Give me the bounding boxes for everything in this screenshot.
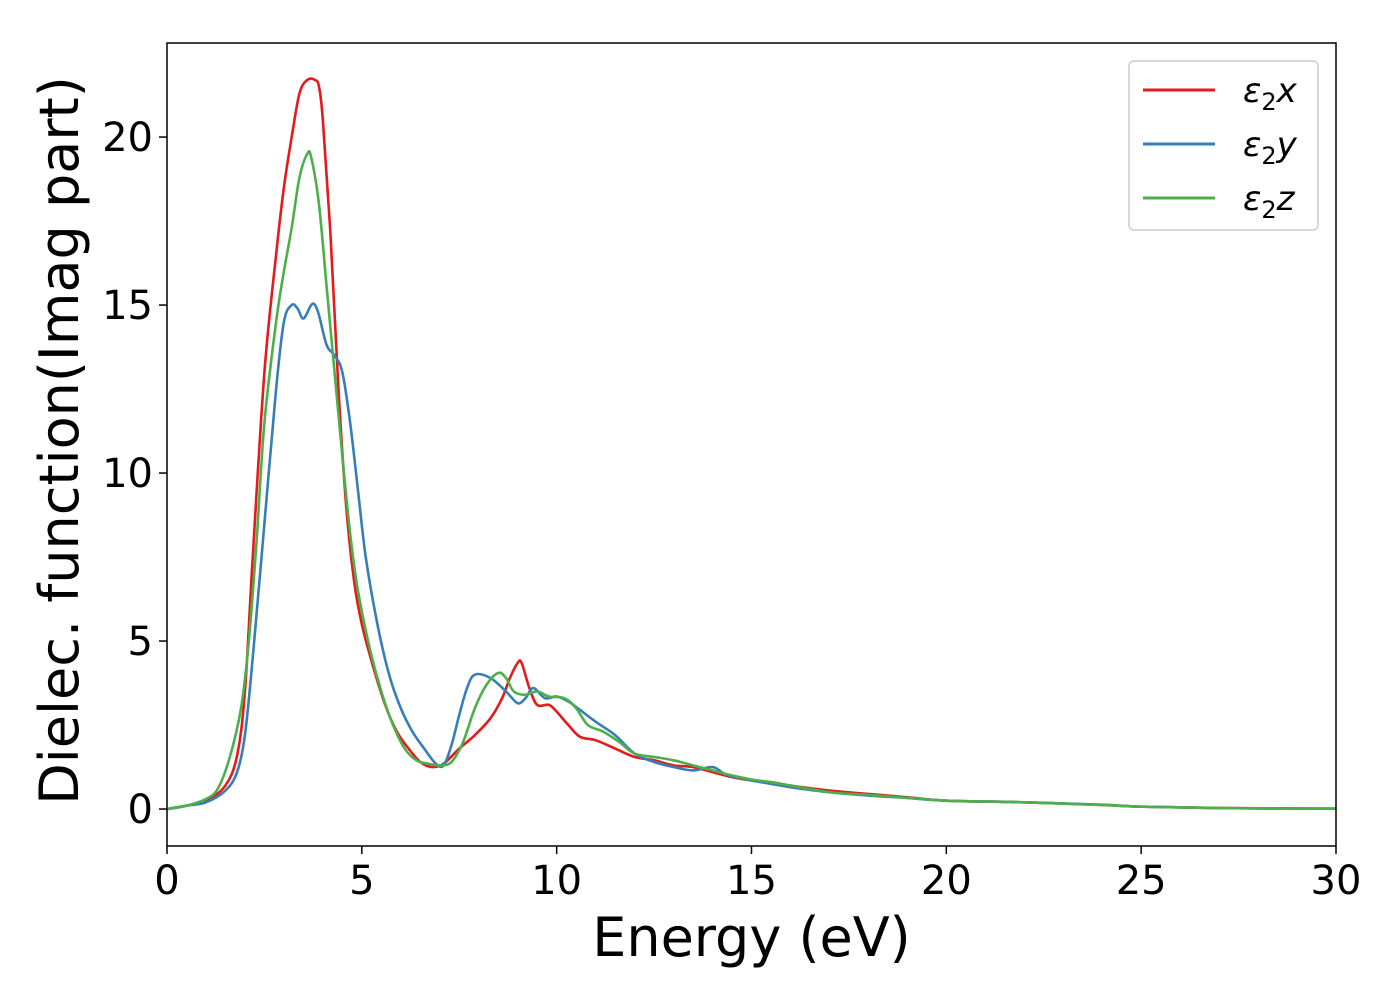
y-tick-label: 15 (102, 283, 153, 329)
legend-label-z: ε2z (1243, 179, 1296, 224)
x-axis-label: Energy (eV) (592, 906, 911, 969)
legend-label-y: ε2y (1243, 125, 1298, 170)
series-line-y (166, 302, 1337, 811)
y-axis-label: Dielec. function(Imag part) (28, 76, 91, 805)
x-axis-ticks: 0 5 10 15 20 25 30 (154, 846, 1361, 904)
series-line-z (166, 149, 1337, 811)
x-tick-label: 5 (349, 858, 374, 904)
y-axis-ticks: 0 5 10 15 20 (102, 115, 167, 833)
y-tick-label: 20 (102, 115, 153, 161)
y-tick-label: 5 (128, 619, 153, 665)
y-tick-label: 0 (128, 787, 153, 833)
x-tick-label: 20 (921, 858, 972, 904)
x-tick-label: 0 (154, 858, 179, 904)
x-tick-label: 25 (1116, 858, 1167, 904)
legend-box (1128, 60, 1319, 231)
legend-label-x: ε2x (1243, 71, 1298, 116)
y-tick-label: 10 (102, 451, 153, 497)
x-tick-label: 15 (726, 858, 777, 904)
legend: ε2x ε2y ε2z (1128, 60, 1319, 231)
series-layer (166, 77, 1337, 811)
x-tick-label: 30 (1311, 858, 1362, 904)
x-tick-label: 10 (531, 858, 582, 904)
